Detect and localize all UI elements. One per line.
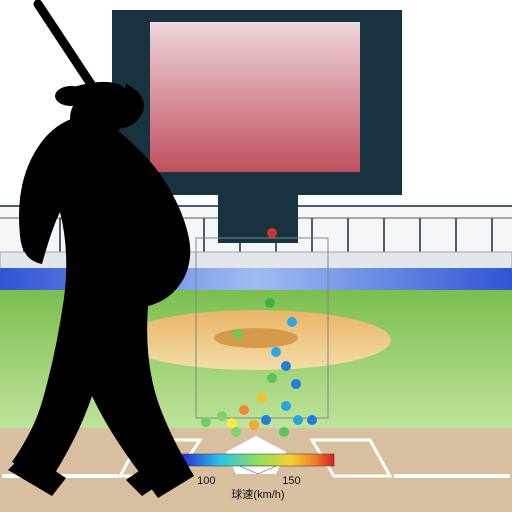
- pitch-marker: [293, 415, 303, 425]
- pitch-marker: [201, 417, 211, 427]
- pitch-marker: [291, 379, 301, 389]
- pitch-marker: [271, 347, 281, 357]
- pitch-marker: [287, 317, 297, 327]
- pitch-marker: [281, 401, 291, 411]
- colorbar-tick-label: 100: [197, 475, 215, 487]
- colorbar-tick-label: 150: [282, 475, 300, 487]
- pitch-marker: [265, 298, 275, 308]
- pitch-marker: [249, 420, 259, 430]
- pitch-marker: [261, 415, 271, 425]
- pitch-marker: [257, 393, 267, 403]
- scoreboard-stand: [218, 195, 298, 243]
- pitch-marker: [307, 415, 317, 425]
- pitch-marker: [231, 427, 241, 437]
- pitch-marker: [267, 373, 277, 383]
- colorbar-axis-label: 球速(km/h): [231, 487, 284, 501]
- pitch-marker: [239, 405, 249, 415]
- pitch-marker: [227, 418, 237, 428]
- pitchers-mound: [214, 328, 298, 348]
- pitch-marker: [281, 361, 291, 371]
- pitch-marker: [279, 427, 289, 437]
- pitch-marker: [233, 329, 243, 339]
- scoreboard-screen: [150, 22, 360, 172]
- pitch-marker: [217, 411, 227, 421]
- speed-colorbar: [182, 454, 334, 466]
- pitch-marker: [267, 228, 277, 238]
